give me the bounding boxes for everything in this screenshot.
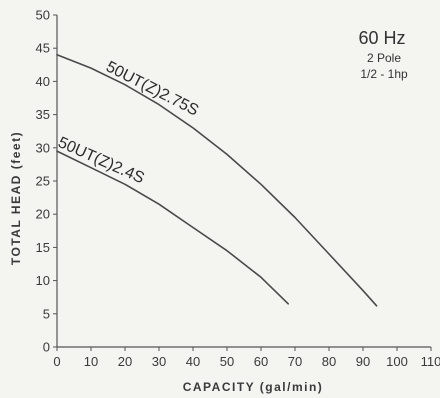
y-tick-label: 50: [36, 8, 50, 23]
y-tick-label: 45: [36, 41, 50, 56]
y-tick-label: 30: [36, 140, 50, 155]
y-tick-label: 5: [43, 306, 50, 321]
y-tick-label: 20: [36, 207, 50, 222]
x-axis-ticks: 0 10 20 30 40 50 60 70 80 90 100 110: [53, 347, 440, 369]
y-tick-label: 10: [36, 273, 50, 288]
x-tick-label: 60: [254, 354, 268, 369]
x-tick-label: 80: [322, 354, 336, 369]
y-tick-label: 25: [36, 174, 50, 189]
x-tick-label: 100: [386, 354, 408, 369]
x-tick-label: 50: [220, 354, 234, 369]
frequency-label: 60 Hz: [358, 28, 405, 48]
x-tick-label: 30: [152, 354, 166, 369]
x-tick-label: 10: [84, 354, 98, 369]
x-tick-label: 70: [288, 354, 302, 369]
series-line-1: [56, 150, 290, 305]
power-label: 1/2 - 1hp: [360, 67, 408, 81]
y-tick-label: 15: [36, 240, 50, 255]
x-tick-label: 20: [118, 354, 132, 369]
y-tick-label: 40: [36, 74, 50, 89]
x-tick-label: 40: [186, 354, 200, 369]
y-axis-title: TOTAL HEAD (feet): [9, 131, 23, 265]
series-layer: [56, 53, 378, 307]
x-tick-label: 0: [53, 354, 60, 369]
x-tick-label: 90: [356, 354, 370, 369]
x-axis-title: CAPACITY (gal/min): [183, 380, 324, 394]
y-tick-label: 0: [43, 340, 50, 355]
x-tick-label: 110: [421, 354, 440, 369]
series-line-0: [56, 53, 378, 307]
y-tick-label: 35: [36, 107, 50, 122]
y-axis-ticks: 0 5 10 15 20 25 30 35 40 45 50: [36, 8, 57, 355]
poles-label: 2 Pole: [367, 51, 401, 65]
